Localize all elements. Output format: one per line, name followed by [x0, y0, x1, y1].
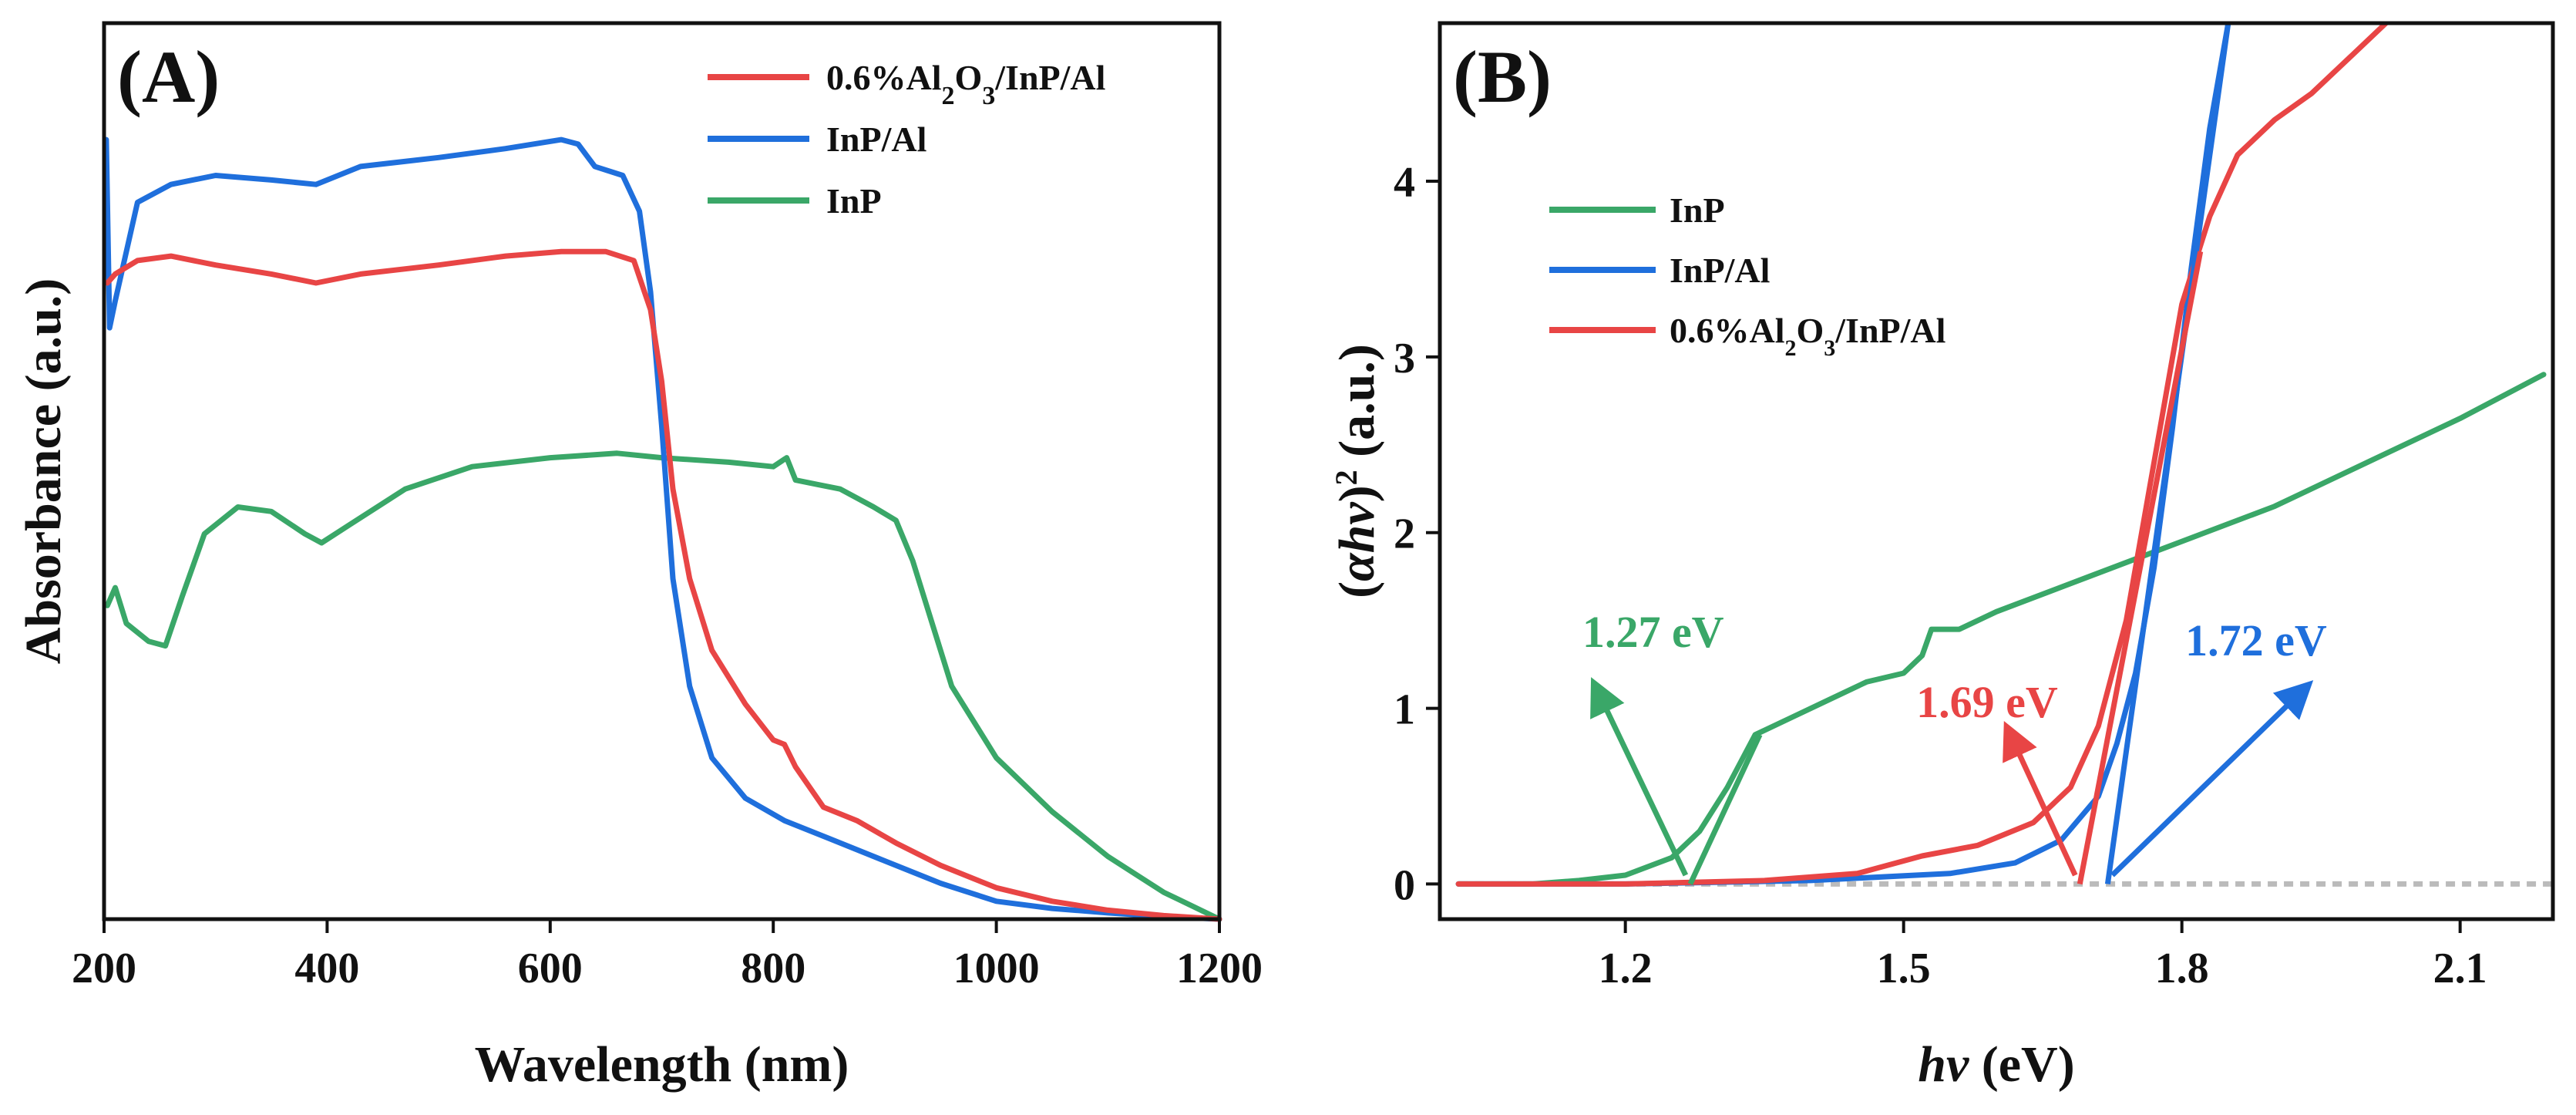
annotation-arrow-2 [2110, 680, 2314, 878]
plot-area-b [1455, 23, 2553, 887]
x-tick-label-a-0: 200 [72, 945, 136, 992]
panel-a: 200 400 600 800 1000 1200 Wavelength (nm) Absor… [15, 21, 1263, 1093]
x-axis-label-b-rest: (eV) [1969, 1036, 2074, 1093]
legend-label-a-0: 0.6%Al2O3/InP/Al [826, 58, 1105, 110]
x-axis-label-b: hv (eV) [1918, 1036, 2074, 1093]
plot-frame-a [102, 21, 1222, 921]
y-tick-label-b-2: 2 [1394, 510, 1415, 558]
legend-label-b-2: 0.6%Al2O3/InP/Al [1670, 311, 1945, 361]
tangent-line-1 [2104, 23, 2231, 884]
tangent-line-0 [1687, 733, 1763, 885]
x-tick-label-a-5: 1200 [1176, 945, 1263, 992]
legend-label-b-1: InP/Al [1670, 251, 1770, 290]
x-tick-label-a-4: 1000 [953, 945, 1040, 992]
x-tick-label-b-1: 1.5 [1877, 945, 1931, 992]
x-tick-label-a-3: 800 [741, 945, 805, 992]
series-line-a-1 [103, 136, 1222, 922]
annotation-label-1: 1.69 eV [1916, 677, 2058, 727]
y-tick-label-b-1: 1 [1394, 686, 1415, 734]
x-tick-label-b-2: 1.8 [2155, 945, 2209, 992]
annotation-arrow-1 [2003, 720, 2078, 877]
panel-label-a: (A) [117, 35, 220, 118]
x-axis-label-a: Wavelength (nm) [475, 1036, 849, 1093]
annotation-arrow-0 [1590, 677, 1689, 877]
y-axis-label-b: (αhv)2 (a.u.) [1329, 344, 1386, 598]
legend-label-a-1: InP/Al [826, 120, 926, 159]
x-axis-label-b-italic: hv [1918, 1036, 1969, 1093]
legend-label-b-0: InP [1670, 190, 1725, 230]
y-tick-label-b-0: 0 [1394, 861, 1415, 909]
series-line-b-1 [1455, 23, 2231, 887]
legend-label-a-2: InP [826, 181, 882, 221]
y-tick-label-b-3: 3 [1394, 335, 1415, 382]
annotation-label-2: 1.72 eV [2185, 615, 2327, 665]
y-axis-label-a: Absorbance (a.u.) [15, 278, 72, 665]
series-line-a-2 [104, 450, 1222, 922]
plot-frame-b [1438, 21, 2555, 921]
series-line-a-0 [104, 248, 1222, 922]
series-line-b-0 [1455, 372, 2547, 887]
x-tick-label-a-1: 400 [294, 945, 359, 992]
tangent-line-2 [2077, 251, 2204, 885]
x-tick-label-a-2: 600 [518, 945, 583, 992]
x-tick-label-b-0: 1.2 [1599, 945, 1653, 992]
series-line-b-2 [1455, 23, 2389, 887]
annotation-label-0: 1.27 eV [1582, 607, 1724, 657]
y-tick-label-b-4: 4 [1394, 159, 1415, 207]
panel-b: 1.27 eV 1.69 eV 1.72 eV 1.2 1.5 1.8 2.1 0 1 2 3 4 hv… [1329, 21, 2555, 1093]
panel-label-b: (B) [1453, 35, 1552, 118]
x-tick-label-b-3: 2.1 [2433, 945, 2487, 992]
